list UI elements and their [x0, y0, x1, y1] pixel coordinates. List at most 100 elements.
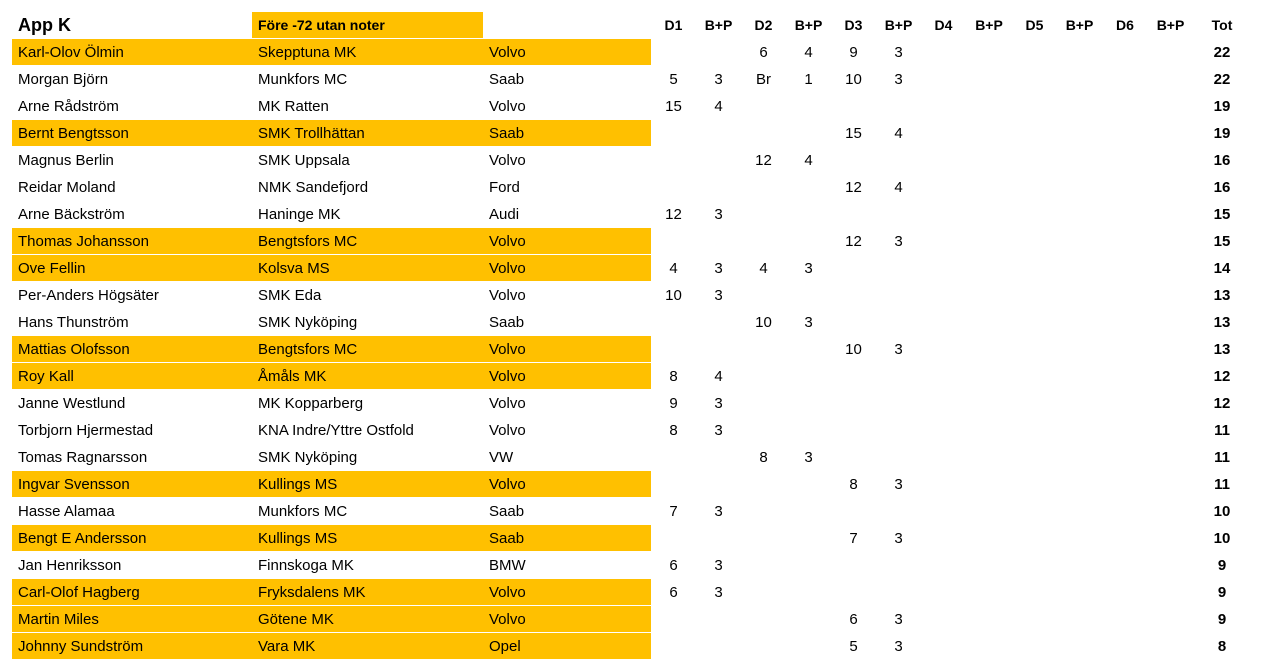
score-cell: 9 — [651, 389, 696, 417]
score-cell — [1057, 470, 1102, 498]
total-cell: 13 — [1193, 335, 1251, 363]
car-make: Volvo — [483, 254, 651, 282]
score-cell: 3 — [696, 389, 741, 417]
total-cell: 22 — [1193, 65, 1251, 93]
score-cell — [921, 416, 966, 444]
table-row: Johnny Sundström Vara MK Opel 5 3 8 — [12, 632, 1251, 660]
total-cell: 9 — [1193, 605, 1251, 633]
score-cell — [1102, 92, 1148, 120]
car-make: Saab — [483, 65, 651, 93]
score-cell — [1102, 362, 1148, 390]
score-cell — [696, 632, 741, 660]
column-header: D5 — [1012, 12, 1057, 39]
score-cell — [1012, 605, 1057, 633]
score-cell — [921, 92, 966, 120]
sheet-subtitle: Före -72 utan noter — [252, 12, 483, 39]
score-cell — [741, 578, 786, 606]
score-cell — [741, 173, 786, 201]
score-cell — [1148, 200, 1193, 228]
score-cell — [696, 524, 741, 552]
score-cell — [1012, 524, 1057, 552]
column-header: D1 — [651, 12, 696, 39]
total-cell: 15 — [1193, 200, 1251, 228]
total-cell: 9 — [1193, 578, 1251, 606]
score-cell: 8 — [741, 443, 786, 471]
score-cell — [876, 497, 921, 525]
score-cell — [1012, 200, 1057, 228]
total-cell: 13 — [1193, 308, 1251, 336]
score-cell — [1057, 578, 1102, 606]
score-cell — [966, 632, 1012, 660]
score-cell — [1102, 227, 1148, 255]
score-cell — [741, 227, 786, 255]
score-cell — [921, 578, 966, 606]
driver-name: Reidar Moland — [12, 173, 252, 201]
score-cell — [1012, 119, 1057, 147]
score-cell: 6 — [651, 551, 696, 579]
table-row: Carl-Olof Hagberg Fryksdalens MK Volvo 6 3 9 — [12, 578, 1251, 606]
score-cell — [921, 605, 966, 633]
score-cell — [966, 65, 1012, 93]
car-make: Volvo — [483, 362, 651, 390]
score-cell — [876, 308, 921, 336]
score-cell — [1102, 254, 1148, 282]
car-make: Saab — [483, 524, 651, 552]
car-make: Volvo — [483, 578, 651, 606]
score-cell — [786, 200, 831, 228]
club-name: Bengtsfors MC — [252, 227, 483, 255]
total-cell: 14 — [1193, 254, 1251, 282]
score-cell — [921, 632, 966, 660]
score-cell: 4 — [876, 173, 921, 201]
score-cell: 4 — [786, 38, 831, 66]
score-cell — [921, 119, 966, 147]
score-cell — [1057, 416, 1102, 444]
table-row: Per-Anders Högsäter SMK Eda Volvo 10 3 13 — [12, 281, 1251, 309]
score-cell — [1012, 173, 1057, 201]
score-cell — [1102, 146, 1148, 174]
club-name: Kullings MS — [252, 524, 483, 552]
score-cell — [696, 308, 741, 336]
score-cell — [651, 146, 696, 174]
car-make: Ford — [483, 173, 651, 201]
driver-name: Ove Fellin — [12, 254, 252, 282]
score-cell: 12 — [741, 146, 786, 174]
club-name: Götene MK — [252, 605, 483, 633]
score-cell — [786, 605, 831, 633]
score-cell — [741, 524, 786, 552]
table-row: Ove Fellin Kolsva MS Volvo 4 3 4 3 14 — [12, 254, 1251, 282]
score-cell — [1102, 470, 1148, 498]
score-cell — [831, 551, 876, 579]
score-cell — [876, 416, 921, 444]
column-header: D2 — [741, 12, 786, 39]
club-name: NMK Sandefjord — [252, 173, 483, 201]
score-cell — [921, 497, 966, 525]
score-cell — [1102, 632, 1148, 660]
score-cell — [741, 281, 786, 309]
score-cell — [831, 146, 876, 174]
driver-name: Mattias Olofsson — [12, 335, 252, 363]
score-cell — [1102, 173, 1148, 201]
total-cell: 10 — [1193, 524, 1251, 552]
score-cell — [1012, 38, 1057, 66]
car-make: BMW — [483, 551, 651, 579]
score-cell — [1012, 632, 1057, 660]
total-cell: 16 — [1193, 173, 1251, 201]
score-cell — [1057, 254, 1102, 282]
score-cell — [1057, 146, 1102, 174]
score-cell — [966, 551, 1012, 579]
score-cell — [1102, 281, 1148, 309]
score-cell: 15 — [651, 92, 696, 120]
score-cell — [921, 281, 966, 309]
car-make: Saab — [483, 119, 651, 147]
score-cell — [651, 227, 696, 255]
total-cell: 15 — [1193, 227, 1251, 255]
score-cell — [1148, 632, 1193, 660]
club-name: Haninge MK — [252, 200, 483, 228]
score-cell — [966, 443, 1012, 471]
driver-name: Bernt Bengtsson — [12, 119, 252, 147]
column-header: D6 — [1102, 12, 1148, 39]
score-cell — [1057, 38, 1102, 66]
score-cell — [966, 146, 1012, 174]
total-cell: 11 — [1193, 416, 1251, 444]
score-cell — [1102, 416, 1148, 444]
